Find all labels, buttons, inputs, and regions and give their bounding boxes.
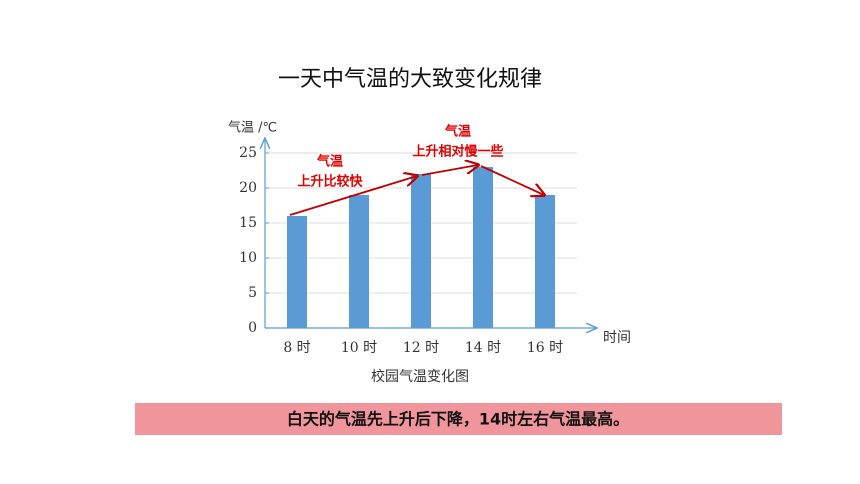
bar	[411, 174, 431, 328]
caption: 校园气温变化图	[371, 368, 469, 385]
bar	[349, 195, 369, 328]
bar	[535, 195, 555, 328]
annotation: 气温	[445, 124, 471, 140]
y-axis-label: 气温 /℃	[228, 120, 277, 136]
annotation: 气温	[317, 154, 343, 170]
x-tick-label: 16 时	[527, 340, 563, 356]
x-tick-label: 12 时	[403, 340, 439, 356]
y-tick-label: 0	[248, 320, 257, 336]
x-tick-label: 8 时	[283, 340, 310, 356]
trend-arrow	[480, 165, 544, 195]
chart-title: 一天中气温的大致变化规律	[278, 67, 542, 92]
y-tick-label: 20	[239, 180, 257, 196]
x-tick-label: 10 时	[341, 340, 377, 356]
bar	[473, 167, 493, 328]
y-tick-label: 5	[248, 285, 257, 301]
x-tick-label: 14 时	[465, 340, 501, 356]
y-tick-label: 15	[239, 215, 257, 231]
trend-arrow	[289, 176, 417, 216]
conclusion: 白天的气温先上升后下降，14时左右气温最高。	[287, 410, 629, 429]
annotation: 上升比较快	[297, 174, 363, 190]
bar	[287, 216, 307, 328]
annotation: 上升相对慢一些	[412, 144, 503, 160]
conclusion-banner	[135, 403, 782, 435]
y-tick-label: 10	[239, 250, 257, 266]
x-axis-label: 时间	[603, 330, 631, 346]
plot: 0 5 10 15 20 25 8 时 10 时 12 时 14 时 16 时	[239, 145, 577, 356]
y-tick-label: 25	[239, 145, 257, 161]
trend-arrow	[421, 165, 478, 176]
